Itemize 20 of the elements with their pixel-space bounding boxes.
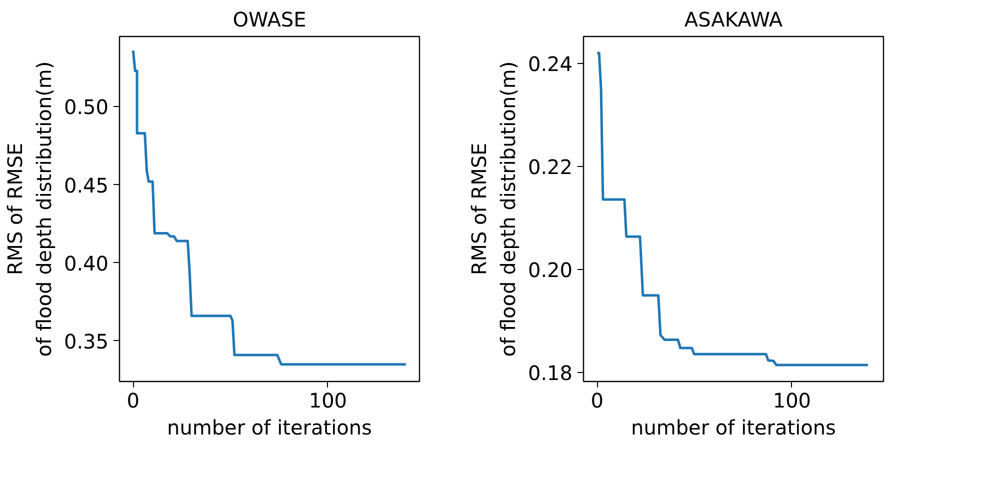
chart-title: OWASE bbox=[232, 8, 306, 32]
y-tick-label: 0.50 bbox=[64, 95, 108, 120]
y-axis-title: RMS of RMSE of flood depth distribution(m) bbox=[3, 61, 56, 357]
x-tick-label: 0 bbox=[590, 388, 604, 412]
y-axis-title: RMS of RMSE of flood depth distribution(m) bbox=[467, 61, 520, 357]
y-tick-label: 0.20 bbox=[528, 258, 572, 282]
y-tick-label: 0.24 bbox=[528, 52, 572, 76]
x-tick-label: 100 bbox=[308, 388, 348, 412]
y-tick-label: 0.18 bbox=[528, 361, 572, 386]
y-tick-label: 0.35 bbox=[64, 329, 108, 354]
chart-title: ASAKAWA bbox=[684, 8, 783, 32]
x-axis-title: number of iterations bbox=[631, 416, 836, 440]
line-series bbox=[132, 49, 408, 366]
y-tick-label: 0.22 bbox=[528, 154, 572, 179]
y-tick-label: 0.45 bbox=[64, 173, 108, 198]
x-axis-title: number of iterations bbox=[167, 416, 372, 440]
x-tick-label: 0 bbox=[126, 388, 140, 412]
x-tick-label: 100 bbox=[772, 388, 812, 412]
line-series bbox=[596, 52, 870, 366]
y-tick-label: 0.40 bbox=[64, 251, 108, 276]
